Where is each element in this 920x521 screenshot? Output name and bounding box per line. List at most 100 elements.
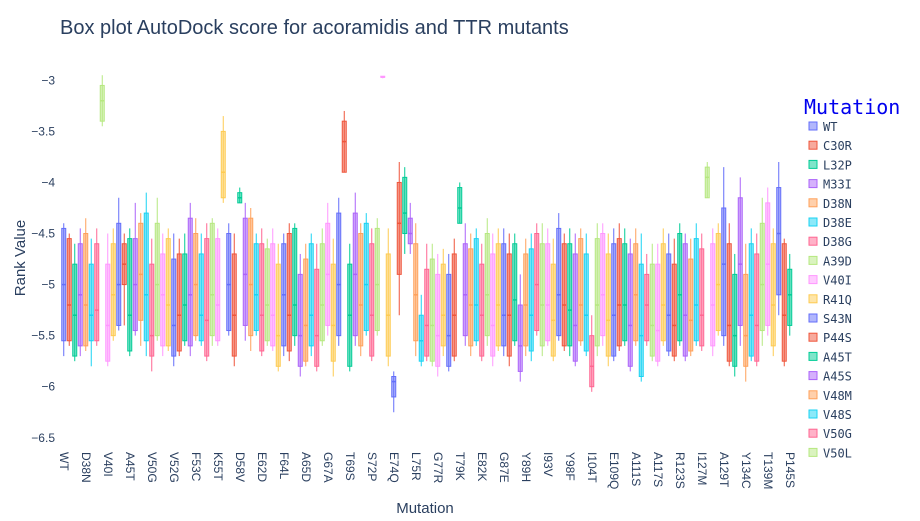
x-tick-label: E62D	[255, 452, 269, 482]
legend-title: Mutation	[804, 95, 900, 119]
x-tick-label: F53C	[189, 452, 203, 482]
legend-label: WT	[823, 120, 837, 134]
box	[204, 238, 210, 357]
legend-swatch	[808, 351, 818, 361]
box	[72, 263, 78, 357]
x-tick-label: Y98F	[563, 452, 577, 481]
box	[259, 243, 265, 352]
box	[435, 273, 441, 367]
box	[754, 253, 760, 362]
legend-swatch	[808, 275, 818, 285]
box	[270, 243, 276, 347]
legend-label: V48M	[823, 389, 852, 403]
box	[633, 243, 639, 342]
box	[506, 253, 512, 357]
y-tick-label: −3.5	[31, 124, 55, 138]
legend-swatch	[808, 159, 818, 169]
y-tick-label: −4	[41, 175, 55, 189]
box	[655, 263, 661, 362]
box	[341, 120, 347, 173]
box	[275, 263, 281, 367]
box	[83, 233, 89, 347]
x-tick-label: A45T	[123, 452, 137, 481]
box	[594, 238, 600, 347]
y-tick-label: −5.5	[31, 329, 55, 343]
legend-swatch	[808, 390, 818, 400]
box	[556, 227, 562, 337]
x-tick-label: I104T	[585, 452, 599, 483]
box	[550, 263, 556, 357]
box	[715, 233, 721, 332]
box	[616, 238, 622, 347]
box	[649, 263, 655, 357]
box	[99, 84, 105, 122]
box	[209, 222, 215, 337]
box	[451, 253, 457, 357]
y-tick-label: −6.5	[31, 431, 55, 445]
box	[776, 187, 782, 296]
box	[385, 253, 391, 357]
box	[699, 248, 705, 347]
box	[440, 263, 446, 347]
box	[220, 130, 226, 199]
box	[704, 166, 710, 199]
box	[66, 238, 72, 342]
x-axis-title: Mutation	[396, 500, 454, 517]
legend-label: P44S	[823, 331, 852, 345]
x-tick-label: F64L	[277, 452, 291, 480]
box	[671, 263, 677, 357]
legend-label: A39D	[823, 254, 852, 268]
legend-swatch	[808, 198, 818, 208]
box	[88, 263, 94, 342]
box	[116, 222, 122, 326]
box	[308, 243, 314, 347]
box	[242, 217, 248, 326]
box	[660, 243, 666, 342]
box	[710, 243, 716, 347]
box	[479, 263, 485, 357]
x-tick-label: T79K	[453, 452, 467, 481]
box	[622, 243, 628, 342]
box	[165, 238, 171, 347]
box	[539, 243, 545, 347]
box	[160, 253, 166, 347]
x-tick-label: I127M	[695, 452, 709, 485]
box	[319, 243, 325, 342]
legend-swatch	[808, 255, 818, 265]
box	[572, 253, 578, 362]
box	[528, 248, 534, 352]
box	[226, 233, 232, 332]
legend-label: A45T	[823, 350, 852, 364]
box	[512, 243, 518, 342]
box	[396, 181, 402, 275]
y-tick-label: −4.5	[31, 227, 55, 241]
box	[534, 233, 540, 332]
box	[677, 233, 683, 342]
box	[264, 248, 270, 342]
x-tick-label: E82K	[475, 452, 489, 481]
box	[407, 217, 413, 245]
box	[682, 243, 688, 357]
legend-swatch	[808, 140, 818, 150]
x-tick-label: E74Q	[387, 452, 401, 483]
box	[578, 238, 584, 342]
x-tick-label: T69S	[343, 452, 357, 481]
legend-swatch	[808, 217, 818, 227]
x-tick-label: E109Q	[607, 452, 621, 489]
x-tick-label: G77R	[431, 452, 445, 484]
box	[336, 212, 342, 337]
x-tick-label: Y134C	[739, 452, 753, 489]
box	[94, 243, 100, 342]
x-tick-label: D58V	[233, 452, 247, 482]
x-tick-label: T139M	[761, 452, 775, 489]
legend-swatch	[808, 121, 818, 131]
box	[110, 243, 116, 337]
legend-swatch	[808, 447, 818, 457]
x-tick-label: A111S	[629, 452, 643, 486]
box	[330, 263, 336, 362]
box	[495, 243, 501, 347]
legend-swatch	[808, 409, 818, 419]
box	[297, 273, 303, 367]
box	[743, 273, 749, 367]
